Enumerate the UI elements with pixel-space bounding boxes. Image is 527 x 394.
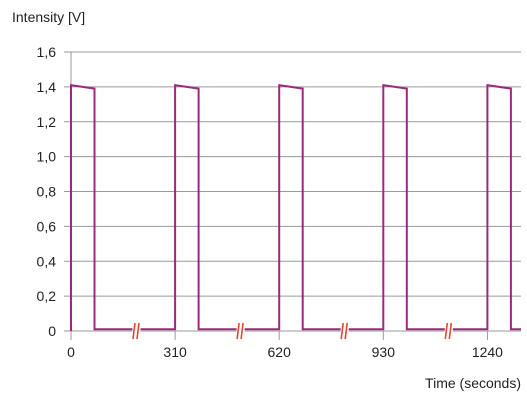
axis-breaks [132,322,453,340]
series-group [70,83,521,331]
y-tick-label-3: 0,6 [37,218,57,234]
y-tick-label-0: 0 [48,323,56,339]
y-tick-label-1: 0,2 [37,288,57,304]
y-tick-label-5: 1,0 [37,149,57,165]
x-tick-label-2: 620 [268,344,292,360]
x-tick-label-3: 930 [372,344,396,360]
y-axis-label: Intensity [V] [12,9,85,25]
x-tick-labels: 0 310 620 930 1240 [67,331,503,360]
x-tick-label-0: 0 [67,344,75,360]
y-tick-label-6: 1,2 [37,114,57,130]
x-tick-label-1: 310 [163,344,187,360]
x-tick-label-4: 1240 [472,344,503,360]
axis-break-mark-0 [132,322,141,340]
series-line-0 [70,83,521,331]
axis-break-mark-3 [444,322,453,340]
y-tick-labels: 0 0,2 0,4 0,6 0,8 1,0 1,2 1,4 1,6 [37,44,57,339]
axis-break-mark-2 [340,322,349,340]
gridlines [64,51,521,332]
y-tick-label-7: 1,4 [37,79,57,95]
y-tick-label-4: 0,8 [37,184,57,200]
y-tick-label-8: 1,6 [37,44,57,60]
x-axis-label: Time (seconds) [425,375,521,391]
axis-break-mark-1 [236,322,245,340]
y-tick-label-2: 0,4 [37,253,57,269]
